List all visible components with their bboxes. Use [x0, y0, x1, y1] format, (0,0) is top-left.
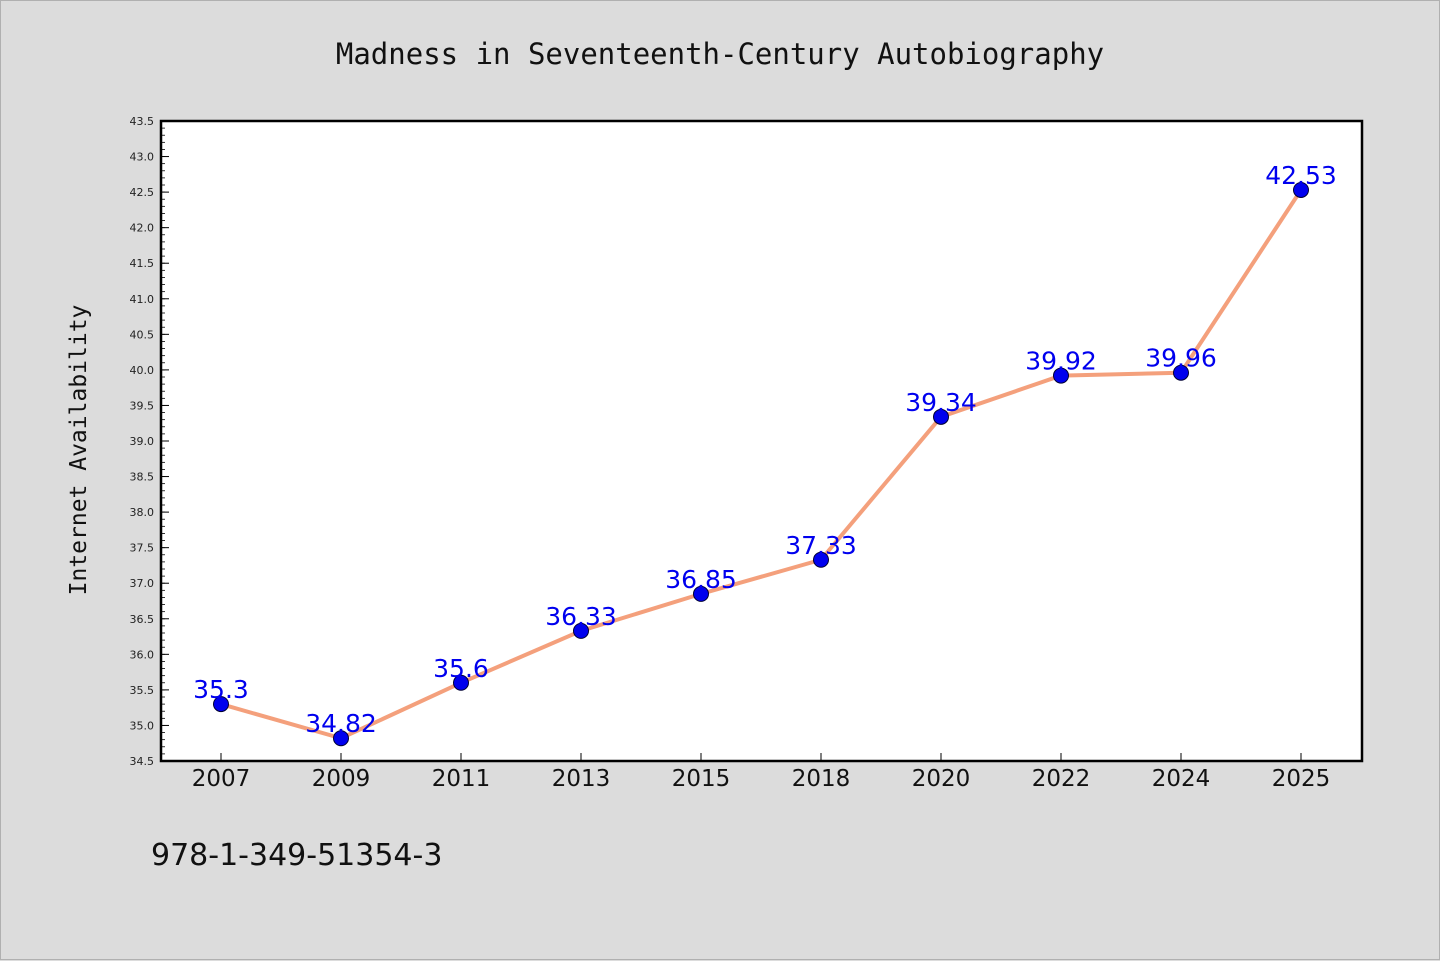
x-tick-label: 2020 — [912, 766, 971, 792]
y-axis-label: Internet Availability — [66, 305, 92, 596]
y-tick-label: 41.0 — [130, 293, 155, 306]
data-label: 39.96 — [1145, 344, 1217, 373]
data-label: 35.6 — [433, 654, 489, 683]
y-tick-label: 36.0 — [130, 648, 155, 661]
y-tick-label: 39.5 — [130, 399, 155, 412]
plot-area — [161, 121, 1362, 761]
data-point — [933, 408, 949, 425]
y-tick-label: 34.5 — [130, 755, 155, 768]
data-label: 36.33 — [545, 602, 617, 631]
data-label: 39.34 — [905, 388, 977, 417]
plot-frame — [159, 119, 1364, 763]
data-point — [1173, 364, 1189, 381]
y-tick-label: 42.0 — [130, 222, 155, 235]
y-tick-label: 38.0 — [130, 506, 155, 519]
data-label: 37.33 — [785, 531, 857, 560]
x-tick-label: 2018 — [792, 766, 851, 792]
y-tick-label: 39.0 — [130, 435, 155, 448]
x-tick-label: 2015 — [672, 766, 731, 792]
data-point — [813, 551, 829, 568]
y-tick-label: 43.5 — [130, 115, 155, 128]
data-label: 39.92 — [1025, 347, 1097, 376]
y-tick-label: 37.0 — [130, 577, 155, 590]
y-tick-label: 35.5 — [130, 684, 155, 697]
data-point — [573, 622, 589, 639]
data-label: 36.85 — [665, 565, 737, 594]
series-line — [220, 188, 1303, 741]
y-tick-label: 35.0 — [130, 719, 155, 732]
y-tick-label: 41.5 — [130, 257, 155, 270]
data-label: 42.53 — [1265, 161, 1337, 190]
series-line-group: 35.3 34.82 35.6 36.33 36.85 37.33 39.34 39.92 39… — [193, 161, 1337, 747]
data-point — [693, 585, 709, 602]
chart-title: Madness in Seventeenth-Century Autobiogr… — [336, 37, 1104, 71]
data-point — [333, 730, 349, 747]
y-tick-label: 40.0 — [130, 364, 155, 377]
y-tick-label: 43.0 — [130, 151, 155, 164]
data-label: 35.3 — [193, 675, 249, 704]
isbn-text: 978-1-349-51354-3 — [151, 838, 442, 873]
data-point — [453, 674, 469, 691]
x-tick-label: 2007 — [192, 766, 251, 792]
y-tick-label: 36.5 — [130, 613, 155, 626]
data-point — [1053, 367, 1069, 384]
y-tick-label: 37.5 — [130, 542, 155, 555]
data-point — [213, 696, 229, 713]
y-tick-label: 38.5 — [130, 471, 155, 484]
x-tick-label: 2009 — [312, 766, 371, 792]
data-point — [1293, 181, 1309, 198]
y-tick-label: 40.5 — [130, 328, 155, 341]
x-tick-label: 2025 — [1272, 766, 1331, 792]
x-axis: 2007 2009 2011 2013 2015 2018 2020 2022 2024 2025 — [192, 753, 1331, 792]
x-tick-label: 2022 — [1032, 766, 1091, 792]
x-tick-label: 2024 — [1152, 766, 1211, 792]
y-tick-label: 42.5 — [130, 186, 155, 199]
x-tick-label: 2011 — [432, 766, 491, 792]
data-label: 34.82 — [305, 709, 377, 738]
x-tick-label: 2013 — [552, 766, 611, 792]
